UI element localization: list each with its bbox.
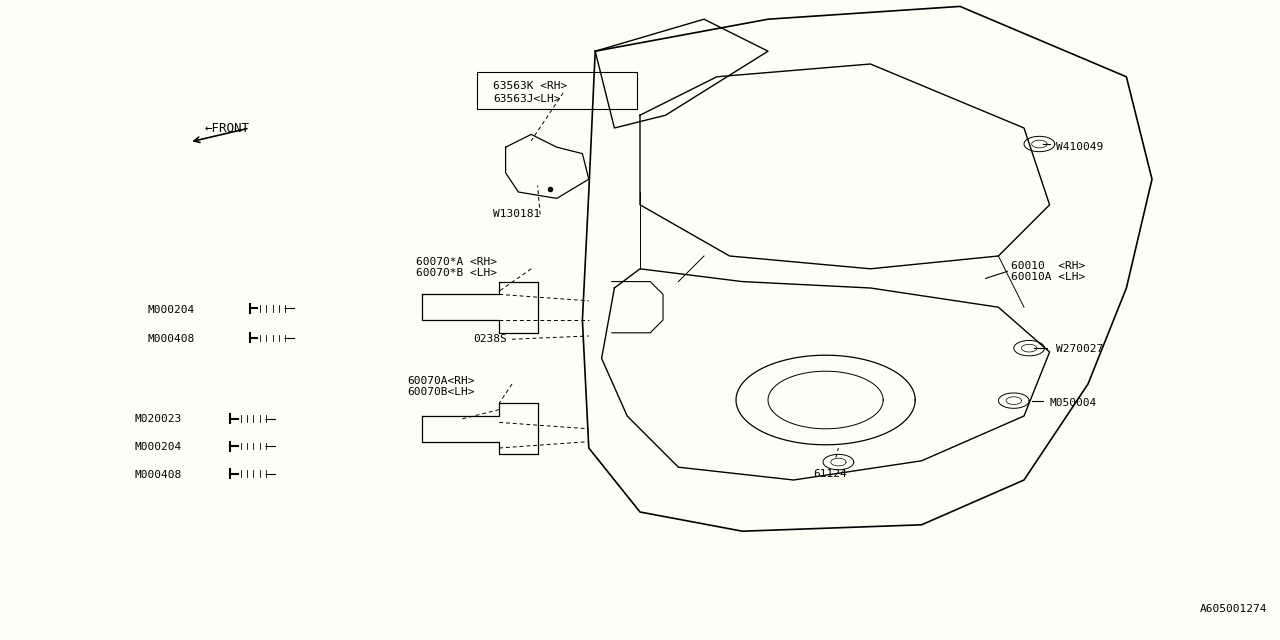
Text: A605001274: A605001274 [1199, 604, 1267, 614]
Text: M000204: M000204 [147, 305, 195, 316]
Text: 60070A<RH>: 60070A<RH> [407, 376, 475, 386]
Text: W270027: W270027 [1056, 344, 1103, 354]
Text: 60070*A <RH>: 60070*A <RH> [416, 257, 497, 268]
Text: 60010  <RH>: 60010 <RH> [1011, 260, 1085, 271]
Text: 0238S: 0238S [474, 334, 507, 344]
Text: 60070B<LH>: 60070B<LH> [407, 387, 475, 397]
Text: 63563K <RH>: 63563K <RH> [493, 81, 567, 92]
Text: M020023: M020023 [134, 414, 182, 424]
Text: ←FRONT: ←FRONT [205, 122, 250, 134]
FancyBboxPatch shape [477, 72, 637, 109]
Text: M000204: M000204 [134, 442, 182, 452]
Text: W130181: W130181 [493, 209, 540, 220]
Text: 60010A <LH>: 60010A <LH> [1011, 272, 1085, 282]
Text: 63563J<LH>: 63563J<LH> [493, 94, 561, 104]
Text: M000408: M000408 [147, 334, 195, 344]
Text: M050004: M050004 [1050, 398, 1097, 408]
Text: W410049: W410049 [1056, 142, 1103, 152]
Text: 60070*B <LH>: 60070*B <LH> [416, 268, 497, 278]
Text: 61124: 61124 [813, 468, 846, 479]
Text: M000408: M000408 [134, 470, 182, 480]
